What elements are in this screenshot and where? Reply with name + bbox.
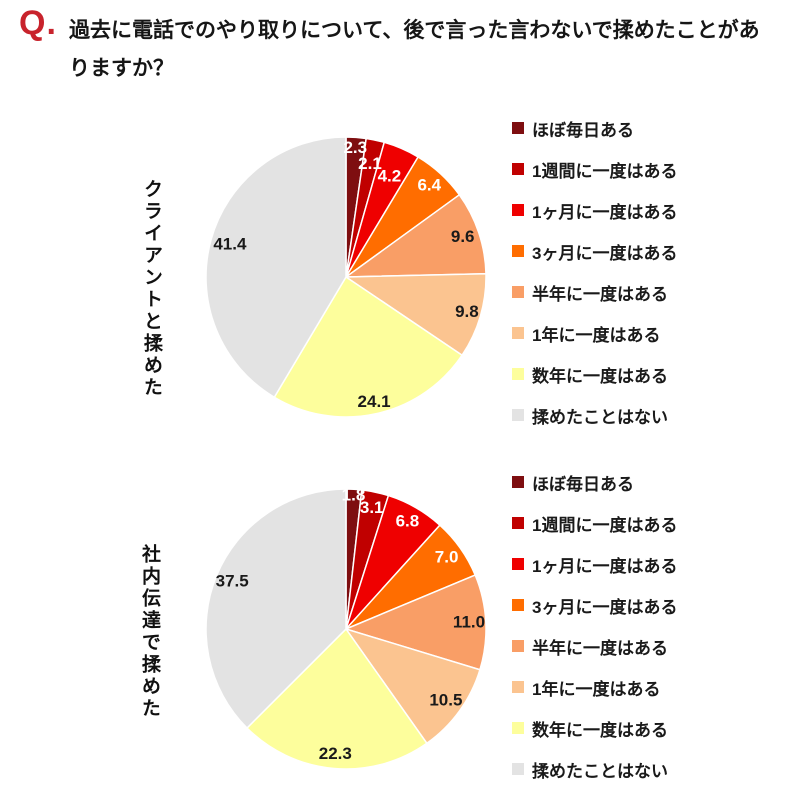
- legend-label: 1ヶ月に一度はある: [532, 202, 678, 222]
- legend-item: 揉めたことはない: [512, 407, 677, 427]
- pie-slice: [246, 628, 428, 770]
- legend-item: 数年に一度はある: [512, 366, 677, 386]
- legend-item: 1週間に一度はある: [512, 161, 677, 181]
- pie-chart-client: 2.32.14.2 6.4 9.6 9.8 24.1 41.4: [205, 136, 487, 418]
- legend-item: 1年に一度はある: [512, 325, 677, 345]
- legend-label: 3ヶ月に一度はある: [532, 243, 678, 263]
- question-text-line-2: りますか？: [69, 57, 174, 80]
- pie-slice: [345, 194, 487, 278]
- slice-value-label: 2.1: [358, 154, 382, 173]
- slice-value-label: 3.1: [360, 498, 384, 517]
- legend-swatch-icon: [512, 763, 524, 775]
- legend-label: 揉めたことはない: [532, 761, 668, 781]
- legend-label: ほぼ毎日ある: [532, 120, 634, 140]
- legend-swatch-icon: [512, 558, 524, 570]
- legend-swatch-icon: [512, 722, 524, 734]
- legend-swatch-icon: [512, 517, 524, 529]
- legend-label: 3ヶ月に一度はある: [532, 597, 678, 617]
- legend-item: 1年に一度はある: [512, 679, 677, 699]
- slice-value-label: 1.8: [342, 486, 366, 505]
- legend-swatch-icon: [512, 286, 524, 298]
- pie-slice: [345, 628, 481, 745]
- question-text-line-1: 過去に電話でのやり取りについて、後で言った言わないで揉めたことがあ: [69, 19, 760, 42]
- slice-value-label: 2.3: [343, 138, 367, 157]
- legend-item: 半年に一度はある: [512, 638, 677, 658]
- legend-label: 数年に一度はある: [532, 720, 668, 740]
- legend-label: 1年に一度はある: [532, 325, 661, 345]
- legend-item: 数年に一度はある: [512, 720, 677, 740]
- pie-chart-internal: 1.83.1 6.8 7.0 11.0 10.5 22.3 37.5: [205, 486, 487, 770]
- slice-value-label: 4.2: [378, 166, 402, 185]
- legend-internal: ほぼ毎日ある 1週間に一度はある 1ヶ月に一度はある 3ヶ月に一度はある 半年に一度はあ…: [512, 474, 677, 797]
- legend-label: 1週間に一度はある: [532, 161, 678, 181]
- legend-item: 3ヶ月に一度はある: [512, 597, 677, 617]
- legend-label: 1年に一度はある: [532, 679, 661, 699]
- slice-value-label: 6.4: [417, 176, 441, 195]
- legend-swatch-icon: [512, 327, 524, 339]
- legend-label: 揉めたことはない: [532, 407, 668, 427]
- legend-item: 1週間に一度はある: [512, 515, 677, 535]
- legend-item: ほぼ毎日ある: [512, 474, 677, 494]
- slice-value-label: 22.3: [319, 744, 352, 763]
- slice-value-label: 11.0: [453, 612, 485, 631]
- legend-item: 1ヶ月に一度はある: [512, 202, 677, 222]
- legend-label: 半年に一度はある: [532, 284, 668, 304]
- legend-swatch-icon: [512, 640, 524, 652]
- question-mark: Q.: [19, 4, 57, 42]
- chart-title-internal: 社内伝達で揉めた: [139, 544, 160, 720]
- legend-swatch-icon: [512, 204, 524, 216]
- legend-item: 揉めたことはない: [512, 761, 677, 781]
- slice-value-label: 9.8: [455, 302, 479, 321]
- legend-client: ほぼ毎日ある 1週間に一度はある 1ヶ月に一度はある 3ヶ月に一度はある 半年に一度はあ…: [512, 120, 677, 448]
- legend-label: 1ヶ月に一度はある: [532, 556, 678, 576]
- question-text: 過去に電話でのやり取りについて、後で言った言わないで揉めたことがあ りますか？: [69, 12, 799, 88]
- legend-item: 3ヶ月に一度はある: [512, 243, 677, 263]
- slice-value-label: 7.0: [435, 547, 459, 566]
- legend-swatch-icon: [512, 122, 524, 134]
- legend-label: 1週間に一度はある: [532, 515, 678, 535]
- chart-title-client: クライアントと揉めた: [141, 179, 162, 399]
- slice-value-label: 6.8: [396, 512, 420, 531]
- slice-value-label: 41.4: [213, 234, 247, 253]
- slice-value-label: 9.6: [451, 227, 475, 246]
- legend-swatch-icon: [512, 163, 524, 175]
- legend-label: 数年に一度はある: [532, 366, 668, 386]
- legend-swatch-icon: [512, 599, 524, 611]
- legend-swatch-icon: [512, 245, 524, 257]
- slice-value-label: 37.5: [216, 571, 249, 590]
- slice-value-label: 24.1: [358, 392, 391, 411]
- legend-label: 半年に一度はある: [532, 638, 668, 658]
- legend-label: ほぼ毎日ある: [532, 474, 634, 494]
- legend-swatch-icon: [512, 476, 524, 488]
- pie-slice: [205, 488, 347, 729]
- legend-swatch-icon: [512, 409, 524, 421]
- legend-item: ほぼ毎日ある: [512, 120, 677, 140]
- pie-slice: [345, 272, 487, 356]
- legend-item: 1ヶ月に一度はある: [512, 556, 677, 576]
- pie-slice: [345, 574, 487, 671]
- pie-slice: [273, 276, 463, 418]
- legend-swatch-icon: [512, 368, 524, 380]
- legend-swatch-icon: [512, 681, 524, 693]
- pie-slice: [205, 136, 347, 398]
- legend-item: 半年に一度はある: [512, 284, 677, 304]
- slice-value-label: 10.5: [429, 691, 462, 710]
